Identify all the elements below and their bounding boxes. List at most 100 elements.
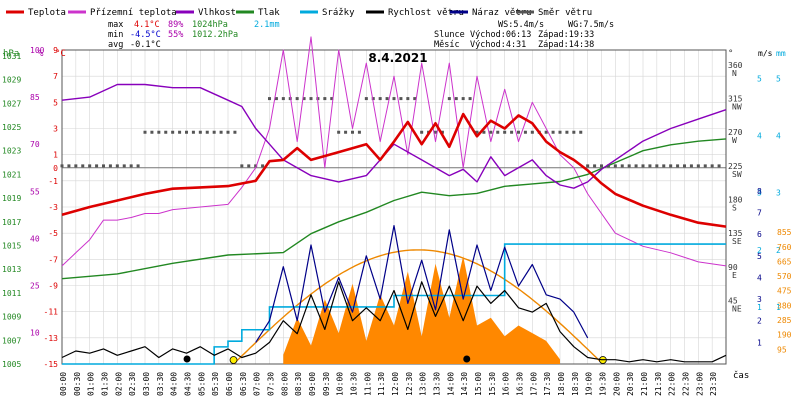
series-smer-point bbox=[461, 97, 465, 101]
series-smer-point bbox=[530, 130, 534, 134]
series-smer-point bbox=[309, 97, 313, 101]
axis-mm-tick: 4 bbox=[776, 132, 781, 141]
axis-x-tick: 06:00 bbox=[225, 372, 234, 396]
axis-ms-unit: m/s bbox=[758, 49, 773, 58]
axis-temp-tick: -11 bbox=[44, 308, 59, 317]
axis-dir-tick: 180 bbox=[728, 196, 743, 205]
axis-dir-tick: 225 bbox=[728, 162, 743, 171]
moon-set: Západ:14:38 bbox=[538, 40, 594, 50]
series-smer-point bbox=[281, 97, 285, 101]
series-smer-point bbox=[67, 164, 71, 168]
wind-wg: WG:7.5m/s bbox=[568, 20, 614, 30]
axis-x-tick: 03:00 bbox=[142, 372, 151, 396]
series-smer-point bbox=[337, 130, 341, 134]
stat-max-rain: 2.1mm bbox=[254, 20, 280, 30]
axis-mm-tick: 1 bbox=[776, 303, 781, 312]
axis-hpa-tick: 1013 bbox=[2, 265, 21, 274]
series-smer-point bbox=[572, 130, 576, 134]
series-smer-point bbox=[593, 164, 597, 168]
series-smer-point bbox=[420, 130, 424, 134]
series-smer-point bbox=[489, 130, 493, 134]
axis-wm2-tick: 570 bbox=[777, 272, 792, 281]
axis-x-tick: 04:30 bbox=[184, 372, 193, 396]
stat-min-temp: -4.5°C bbox=[130, 30, 161, 40]
series-smer-point bbox=[226, 130, 230, 134]
axis-x-label: čas bbox=[733, 370, 749, 381]
axis-x-tick: 10:30 bbox=[350, 372, 359, 396]
axis-temp-tick: 1 bbox=[53, 151, 58, 160]
series-smer-point bbox=[676, 164, 680, 168]
series-smer-point bbox=[295, 97, 299, 101]
axis-x-tick: 16:30 bbox=[516, 372, 525, 396]
axis-pct-unit: % bbox=[38, 49, 44, 59]
axis-x-tick: 06:30 bbox=[239, 372, 248, 396]
axis-temp-tick: -15 bbox=[44, 360, 59, 369]
axis-hpa-tick: 1025 bbox=[2, 123, 21, 132]
stat-min-press: 1012.2hPa bbox=[192, 30, 238, 40]
axis-wm2-tick: 475 bbox=[777, 287, 792, 296]
series-smer-point bbox=[219, 130, 223, 134]
axis-ms-tick2: 2 bbox=[757, 317, 762, 326]
axis-dir-side: SW bbox=[732, 170, 742, 179]
wind-ws: WS:5.4m/s bbox=[498, 20, 544, 30]
series-smer-point bbox=[74, 164, 78, 168]
axis-ms-tick2: 6 bbox=[757, 230, 762, 239]
series-smer-point bbox=[205, 130, 209, 134]
sun-label: Slunce bbox=[434, 30, 465, 40]
axis-hpa-tick: 1017 bbox=[2, 218, 21, 227]
axis-wm2-tick: 855 bbox=[777, 228, 792, 237]
series-smer-point bbox=[212, 130, 216, 134]
series-smer-point bbox=[385, 97, 389, 101]
series-smer-point bbox=[171, 130, 175, 134]
series-smer-point bbox=[164, 130, 168, 134]
series-vlhkost bbox=[61, 83, 727, 189]
axis-temp-tick: 3 bbox=[53, 125, 58, 134]
axis-x-tick: 19:30 bbox=[599, 372, 608, 396]
series-tlak bbox=[61, 138, 727, 280]
axis-x-tick: 01:30 bbox=[101, 372, 110, 396]
axis-ms-tick: 3 bbox=[757, 189, 762, 198]
series-smer-point bbox=[198, 130, 202, 134]
axis-x-tick: 17:30 bbox=[543, 372, 552, 396]
axis-ms-tick2: 7 bbox=[757, 209, 762, 218]
series-smer-point bbox=[717, 164, 721, 168]
axis-hpa-tick: 1019 bbox=[2, 194, 21, 203]
series-smer-point bbox=[115, 164, 119, 168]
stat-label: min bbox=[108, 30, 123, 40]
series-smer-point bbox=[371, 97, 375, 101]
axis-x-tick: 14:30 bbox=[460, 372, 469, 396]
series-smer-point bbox=[351, 130, 354, 134]
axis-x-tick: 08:00 bbox=[280, 372, 289, 396]
legend-label: Přízemní teplota bbox=[90, 8, 177, 18]
axis-dir-tick: 90 bbox=[728, 263, 738, 272]
series-smer-point bbox=[703, 164, 707, 168]
series-smer-point bbox=[233, 130, 237, 134]
series-smer-point bbox=[364, 97, 368, 101]
series-smer-point bbox=[392, 97, 396, 101]
axis-wm2-tick: 190 bbox=[777, 331, 792, 340]
axis-pct-tick: 40 bbox=[30, 234, 40, 243]
sunrise-marker bbox=[229, 356, 238, 364]
axis-x-tick: 17:00 bbox=[529, 372, 538, 396]
series-smer-point bbox=[558, 130, 562, 134]
axis-hpa-tick: 1031 bbox=[2, 52, 21, 61]
chart-title: 8.4.2021 bbox=[368, 51, 427, 65]
stat-label: avg bbox=[108, 40, 123, 50]
series-smer-point bbox=[579, 130, 583, 134]
axis-ms-tick2: 5 bbox=[757, 252, 762, 261]
axis-pct-tick: 25 bbox=[30, 282, 40, 291]
series-smer-point bbox=[523, 130, 527, 134]
series-smer-point bbox=[357, 130, 361, 134]
series-smer-point bbox=[710, 164, 714, 168]
axis-pct-tick: 10 bbox=[30, 329, 40, 338]
series-smer-point bbox=[496, 130, 500, 134]
axis-ms-tick: 1 bbox=[757, 303, 762, 312]
series-srazky bbox=[62, 243, 726, 365]
axis-x-tick: 13:00 bbox=[419, 372, 428, 396]
axis-ms-tick: 2 bbox=[757, 246, 762, 255]
axis-temp-tick: -5 bbox=[48, 229, 58, 238]
series-smer-point bbox=[88, 164, 92, 168]
axis-mm-tick: 2 bbox=[776, 246, 781, 255]
axis-ms-tick: 5 bbox=[757, 75, 762, 84]
